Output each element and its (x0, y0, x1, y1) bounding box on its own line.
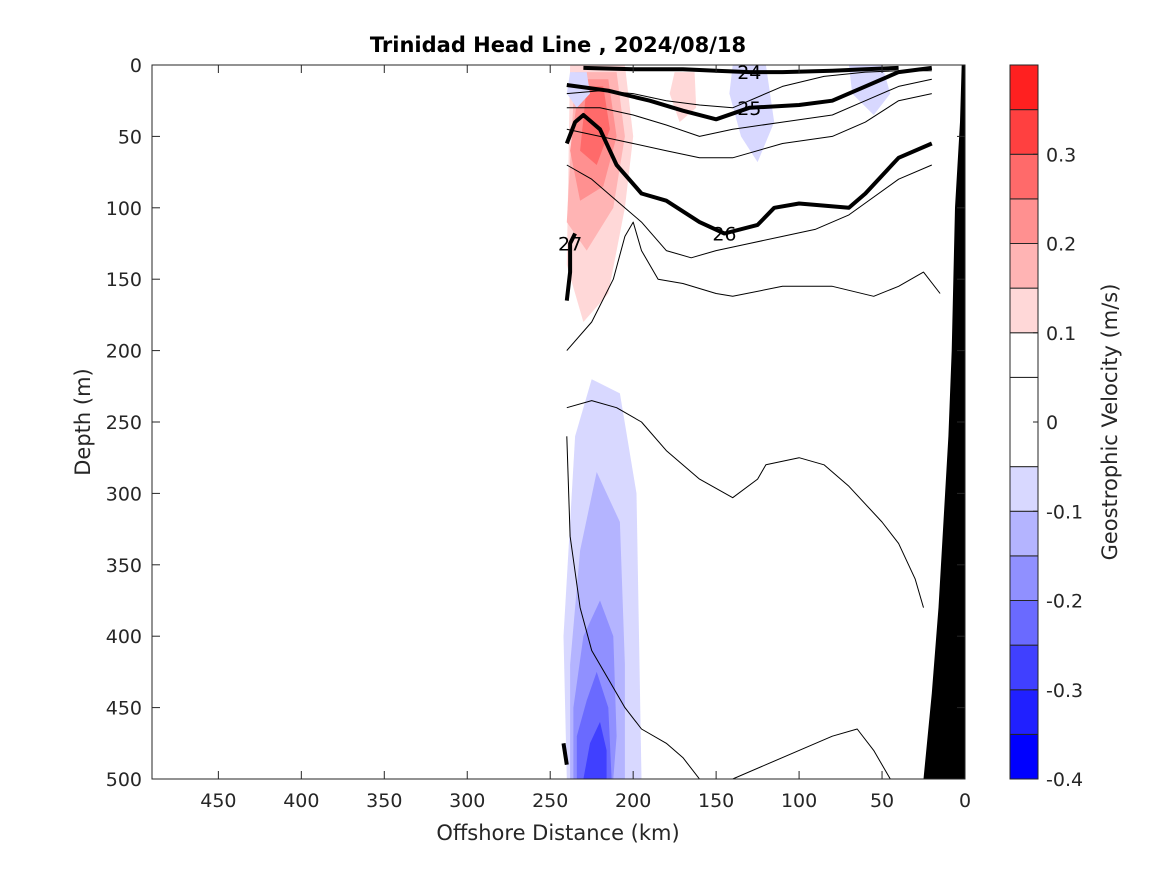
x-axis-title: Offshore Distance (km) (436, 821, 679, 845)
x-tick-label: 300 (449, 790, 485, 812)
y-tick-label: 300 (106, 483, 142, 505)
velocity-patch (583, 721, 607, 779)
density-contour (566, 164, 932, 259)
velocity-patch (729, 65, 775, 163)
y-axis-title: Depth (m) (71, 368, 95, 475)
y-tick-label: 250 (106, 412, 142, 434)
colorbar-segment (1009, 600, 1039, 646)
density-contour (566, 400, 924, 608)
x-axis-ticks: 450 400 350 300 250 200 150 100 50 0 (200, 65, 971, 812)
velocity-fill-layer (563, 65, 891, 779)
y-tick-label: 200 (106, 341, 142, 363)
y-axis-ticks: 0 50 100 150 200 250 300 350 400 450 500 (106, 55, 965, 791)
chart-title: Trinidad Head Line , 2024/08/18 (370, 33, 746, 57)
y-tick-label: 400 (106, 626, 142, 648)
y-tick-label: 100 (106, 198, 142, 220)
contour-label: 26 (712, 224, 736, 246)
density-contour (566, 78, 932, 137)
density-contour-bold (564, 113, 933, 236)
colorbar-tick-label: 0 (1046, 412, 1058, 434)
colorbar: 0.3 0.2 0.1 0 -0.1 -0.2 -0.3 -0.4 (1009, 64, 1083, 791)
colorbar-tick-label: -0.1 (1046, 501, 1083, 523)
density-contour-bold (583, 65, 899, 75)
x-tick-label: 400 (283, 790, 319, 812)
x-tick-label: 250 (532, 790, 568, 812)
velocity-patch (566, 72, 590, 108)
y-tick-label: 50 (118, 126, 142, 148)
y-tick-label: 500 (106, 769, 142, 791)
x-tick-label: 200 (615, 790, 651, 812)
colorbar-tick-label: -0.2 (1046, 591, 1083, 613)
y-tick-label: 150 (106, 269, 142, 291)
colorbar-segment (1009, 332, 1039, 378)
colorbar-segment (1009, 466, 1039, 512)
colorbar-segment (1009, 64, 1039, 111)
density-contour-bold (564, 232, 577, 301)
colorbar-segment (1009, 510, 1039, 557)
colorbar-segment (1009, 109, 1039, 155)
contour-label: 24 (737, 62, 761, 84)
contour-label: 27 (558, 234, 582, 256)
colorbar-segment (1009, 689, 1039, 735)
x-tick-label: 50 (870, 790, 894, 812)
colorbar-segment (1009, 733, 1039, 780)
colorbar-tick-label: 0.1 (1046, 323, 1076, 345)
colorbar-tick-label: 0.3 (1046, 144, 1076, 166)
colorbar-segment (1009, 287, 1039, 334)
density-contour (566, 93, 932, 159)
colorbar-segment (1009, 198, 1039, 244)
colorbar-segment (1009, 153, 1039, 200)
density-contour-bold (566, 65, 933, 122)
density-contour-bold (561, 742, 569, 766)
plot-area (152, 65, 965, 779)
x-tick-label: 350 (366, 790, 402, 812)
y-tick-label: 450 (106, 698, 142, 720)
x-tick-label: 100 (781, 790, 817, 812)
x-tick-label: 0 (959, 790, 971, 812)
density-contour (566, 436, 700, 779)
colorbar-segment (1009, 644, 1039, 691)
colorbar-tick-label: -0.3 (1046, 680, 1083, 702)
y-tick-label: 0 (130, 55, 142, 77)
colorbar-tick-label: 0.2 (1046, 234, 1076, 256)
y-tick-label: 350 (106, 555, 142, 577)
velocity-patch (848, 65, 891, 115)
density-contour (566, 221, 941, 351)
density-contour (732, 728, 891, 779)
x-tick-label: 150 (698, 790, 734, 812)
colorbar-title: Geostrophic Velocity (m/s) (1098, 284, 1122, 561)
colorbar-segment (1009, 243, 1039, 289)
colorbar-segment (1009, 555, 1039, 601)
x-tick-label: 450 (200, 790, 236, 812)
density-contour (566, 70, 932, 109)
bathymetry-fill (923, 65, 965, 779)
colorbar-tick-label: -0.4 (1046, 769, 1083, 791)
